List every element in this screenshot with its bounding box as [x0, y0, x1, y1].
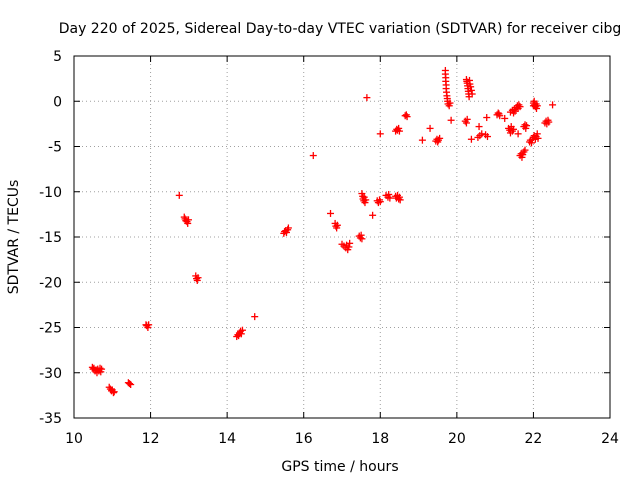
- x-tick-label: 10: [65, 431, 83, 447]
- y-tick-labels: 5 0 -5 -10 -15 -20 -25 -30 -35: [39, 49, 62, 427]
- x-tick-label: 12: [142, 431, 160, 447]
- data-point: [467, 135, 475, 143]
- data-point: [251, 313, 259, 321]
- data-point: [533, 130, 541, 138]
- data-point: [396, 196, 404, 204]
- data-points: [88, 66, 557, 397]
- data-point: [363, 94, 371, 102]
- data-point: [545, 118, 553, 126]
- x-tick-label: 24: [601, 431, 619, 447]
- data-point: [357, 231, 365, 239]
- grid-lines: [74, 56, 610, 418]
- data-point: [346, 239, 354, 247]
- y-tick-label: -10: [39, 185, 62, 201]
- x-axis-label: GPS time / hours: [281, 459, 398, 475]
- data-point: [463, 115, 471, 123]
- y-tick-label: -20: [39, 275, 62, 291]
- data-point: [96, 364, 104, 372]
- x-tick-label: 20: [448, 431, 466, 447]
- y-tick-label: 5: [53, 49, 62, 65]
- y-tick-label: -30: [39, 366, 62, 382]
- y-tick-label: -15: [39, 230, 62, 246]
- data-point: [358, 235, 366, 243]
- data-point: [549, 101, 557, 109]
- data-point: [98, 365, 106, 373]
- data-point: [238, 326, 246, 334]
- data-point: [175, 191, 183, 199]
- y-tick-label: -25: [39, 321, 62, 337]
- data-point: [462, 119, 470, 127]
- y-tick-label: 0: [53, 94, 62, 110]
- data-point: [447, 116, 455, 124]
- data-point: [468, 90, 476, 98]
- data-point: [501, 114, 509, 122]
- data-point: [496, 112, 504, 120]
- data-point: [436, 134, 444, 142]
- data-point: [345, 243, 353, 251]
- x-tick-label: 14: [218, 431, 236, 447]
- data-point: [385, 190, 393, 198]
- data-point: [534, 134, 542, 142]
- y-axis-label: SDTVAR / TECUs: [6, 180, 22, 295]
- chart-title: Day 220 of 2025, Sidereal Day-to-day VTE…: [59, 21, 622, 37]
- x-tick-label: 18: [371, 431, 389, 447]
- data-point: [523, 122, 531, 130]
- data-point: [395, 127, 403, 135]
- y-tick-label: -5: [48, 140, 62, 156]
- data-point: [521, 146, 529, 154]
- data-point: [127, 381, 135, 389]
- data-point: [110, 388, 118, 396]
- data-point: [514, 130, 522, 138]
- data-point: [426, 124, 434, 132]
- data-point: [528, 139, 536, 147]
- data-point: [403, 113, 411, 121]
- data-point: [521, 121, 529, 129]
- data-point: [533, 102, 541, 110]
- x-tick-labels: 10 12 14 16 18 20 22 24: [65, 431, 619, 447]
- data-point: [483, 114, 491, 122]
- data-point: [446, 99, 454, 107]
- data-point: [369, 211, 377, 219]
- y-tick-label: -35: [39, 411, 62, 427]
- data-point: [109, 389, 117, 397]
- data-point: [145, 321, 153, 329]
- data-point: [483, 133, 491, 141]
- data-point: [309, 152, 317, 160]
- plot-frame: [73, 55, 611, 419]
- data-point: [126, 380, 134, 388]
- data-point: [418, 136, 426, 144]
- data-point: [376, 198, 384, 206]
- data-point: [184, 216, 192, 224]
- data-point: [333, 221, 341, 229]
- data-point: [327, 209, 335, 217]
- data-point: [516, 103, 524, 111]
- data-point: [376, 130, 384, 138]
- data-point: [362, 196, 370, 204]
- data-point: [467, 86, 475, 94]
- data-point: [386, 194, 394, 202]
- data-point: [475, 123, 483, 131]
- data-point: [467, 83, 475, 91]
- data-point: [194, 274, 202, 282]
- data-point: [510, 125, 518, 133]
- x-tick-label: 22: [525, 431, 543, 447]
- data-point: [284, 224, 292, 232]
- data-point: [237, 330, 245, 338]
- data-point: [478, 130, 486, 138]
- x-tick-label: 16: [295, 431, 313, 447]
- data-point: [184, 219, 192, 227]
